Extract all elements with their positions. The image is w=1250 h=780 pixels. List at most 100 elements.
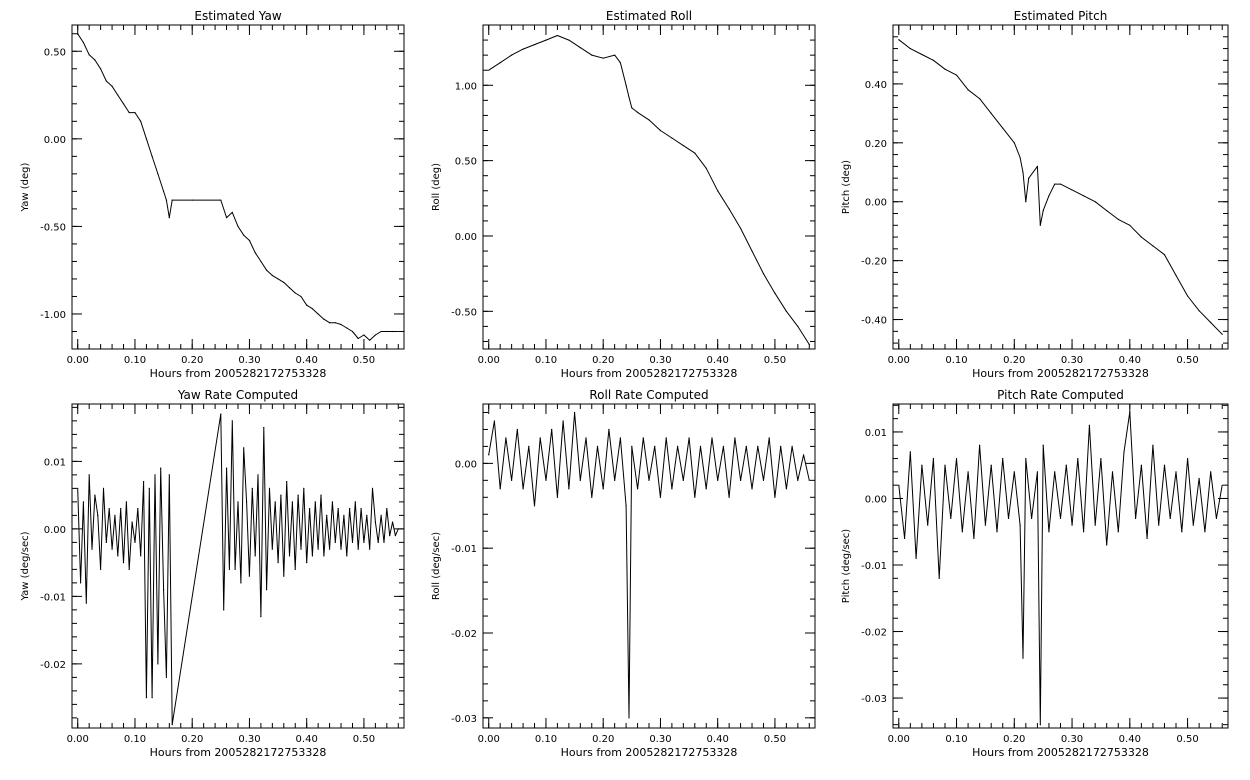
x-tick-label: 0.30 <box>649 355 671 366</box>
data-point <box>1129 224 1131 226</box>
data-point <box>303 487 305 489</box>
data-point <box>151 155 153 157</box>
data-point <box>631 107 633 109</box>
data-point <box>688 437 690 439</box>
y-tick-label: -0.50 <box>40 222 66 233</box>
data-point <box>1002 457 1004 460</box>
data-point <box>120 508 122 510</box>
data-point <box>1048 531 1050 533</box>
data-point <box>573 411 576 414</box>
y-tick-label: 1.00 <box>455 81 477 92</box>
data-point <box>148 487 150 489</box>
data-point <box>357 548 359 550</box>
x-tick-label: 0.20 <box>181 734 203 745</box>
data-point <box>260 260 262 263</box>
y-tick-label: -0.01 <box>451 544 477 555</box>
data-point <box>386 330 388 333</box>
x-tick-label: 0.50 <box>764 734 786 745</box>
data-point <box>1215 517 1218 520</box>
data-point <box>628 717 630 719</box>
y-tick-label: -0.40 <box>861 316 887 327</box>
y-axis-label: Roll (deg/sec) <box>431 532 442 600</box>
data-point <box>346 555 348 557</box>
data-point <box>739 227 742 230</box>
data-point <box>82 501 85 503</box>
data-point <box>77 487 79 489</box>
data-point <box>1042 209 1044 212</box>
x-tick-label: 0.50 <box>1176 734 1198 745</box>
series-line <box>488 412 810 719</box>
x-tick-label: 0.50 <box>353 734 375 745</box>
data-point <box>280 494 282 496</box>
data-point <box>374 521 376 523</box>
y-axis-label: Yaw (deg) <box>20 162 31 212</box>
data-point <box>254 555 256 557</box>
data-point <box>162 190 165 192</box>
data-point <box>734 437 736 439</box>
data-point <box>1210 321 1212 324</box>
data-point <box>780 445 782 448</box>
data-point <box>140 120 142 122</box>
data-point <box>932 59 935 61</box>
data-point <box>288 555 291 557</box>
data-point <box>294 292 296 294</box>
chart-title: Pitch Rate Computed <box>997 388 1124 402</box>
data-point <box>369 548 371 550</box>
data-point <box>117 555 119 557</box>
x-tick-label: 0.20 <box>181 355 203 366</box>
data-point <box>1129 411 1131 413</box>
data-point <box>768 437 770 439</box>
data-point <box>334 541 336 543</box>
data-point <box>125 501 127 503</box>
data-point <box>1013 142 1015 144</box>
data-point <box>100 568 102 570</box>
data-point <box>808 479 810 481</box>
x-tick-label: 0.30 <box>238 355 260 366</box>
chart-title: Estimated Yaw <box>194 9 281 23</box>
data-point <box>682 144 684 147</box>
data-point <box>271 274 273 277</box>
data-point <box>1106 209 1108 212</box>
data-point <box>1169 517 1171 520</box>
data-point <box>1140 464 1142 466</box>
data-point <box>380 514 382 516</box>
data-point <box>326 514 328 516</box>
data-point <box>614 54 616 56</box>
data-point <box>77 33 79 35</box>
y-axis-label: Pitch (deg/sec) <box>841 529 852 604</box>
data-point <box>979 98 981 100</box>
data-point <box>397 330 399 333</box>
data-point <box>671 488 673 490</box>
data-point <box>366 514 368 516</box>
y-tick-label: 0.01 <box>44 457 66 468</box>
chart-title: Estimated Roll <box>606 9 692 23</box>
data-point <box>1007 517 1010 520</box>
data-point <box>539 437 541 439</box>
data-point <box>223 609 225 611</box>
data-point <box>1071 524 1073 526</box>
x-axis-label: Hours from 2005282172753328 <box>561 746 738 759</box>
data-point <box>1059 517 1062 520</box>
y-tick-label: 0.00 <box>455 459 477 470</box>
y-tick-label: 0.00 <box>44 135 66 146</box>
x-tick-label: 0.00 <box>478 734 500 745</box>
data-point <box>346 327 348 329</box>
y-tick-label: -0.20 <box>861 257 887 268</box>
y-tick-label: -0.03 <box>861 694 887 705</box>
y-tick-label: -0.03 <box>451 714 477 725</box>
data-point <box>320 494 322 496</box>
data-point <box>967 89 969 91</box>
data-point <box>614 479 616 481</box>
y-tick-label: 0.00 <box>44 525 66 536</box>
data-point <box>903 537 906 539</box>
data-point <box>191 199 193 201</box>
chart-4: Roll Rate Computed Hours from 20052821727… <box>431 388 816 759</box>
data-point <box>397 528 399 530</box>
data-point <box>785 488 787 490</box>
data-point <box>1134 517 1137 520</box>
data-point <box>1221 484 1223 486</box>
data-point <box>1192 524 1194 526</box>
data-point <box>111 548 113 550</box>
series-line <box>898 411 1223 726</box>
